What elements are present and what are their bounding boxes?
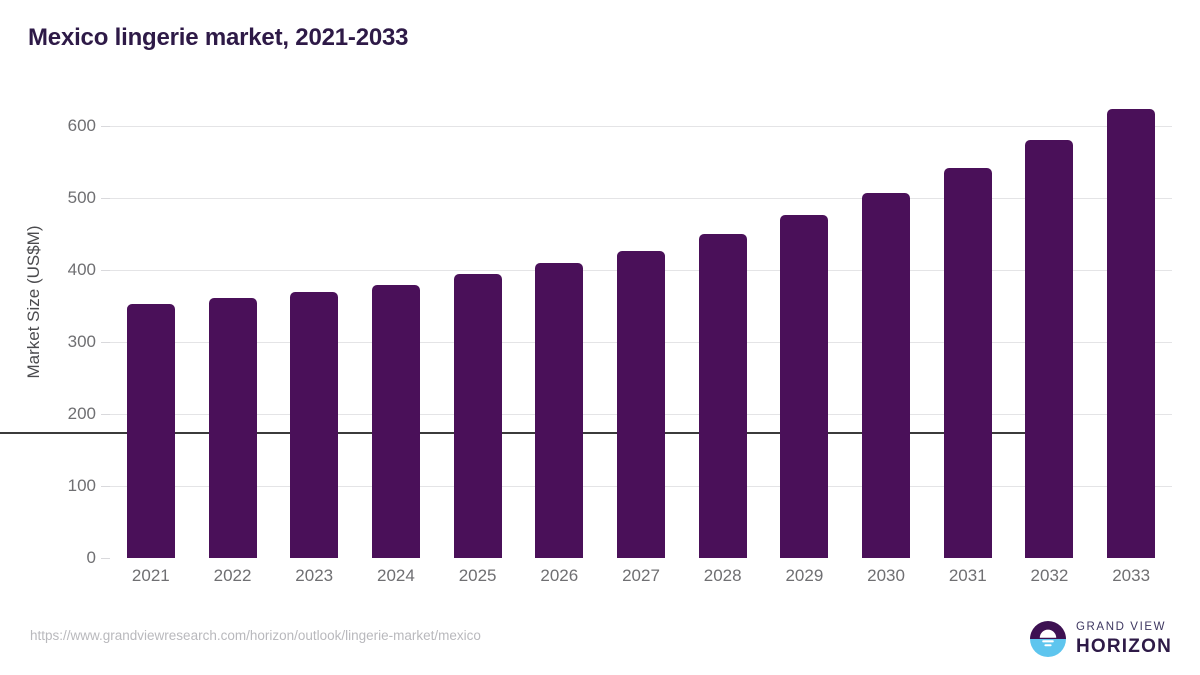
bar-slot	[845, 126, 927, 558]
y-axis-tick-mark	[101, 414, 110, 415]
bar[interactable]	[1107, 108, 1156, 558]
x-axis-tick-labels: 2021 2022 2023 2024 2025 2026 2027 2028 2029 2030…	[110, 566, 1172, 596]
bar[interactable]	[862, 192, 911, 558]
y-axis-tick-label: 0	[86, 548, 96, 567]
bar-slot	[110, 126, 192, 558]
bar[interactable]	[535, 262, 584, 558]
y-axis-tick-mark	[101, 270, 110, 271]
bar[interactable]	[616, 250, 665, 558]
y-axis-tick-mark	[101, 126, 110, 127]
x-axis-tick-label: 2026	[540, 566, 579, 585]
bar[interactable]	[1025, 140, 1074, 558]
brand-logo-text: GRAND VIEW HORIZON	[1076, 622, 1172, 656]
bar-slot	[764, 126, 846, 558]
x-axis-tick-label: 2029	[785, 566, 824, 585]
bar-slot	[273, 126, 355, 558]
bar-slot	[518, 126, 600, 558]
bar[interactable]	[943, 168, 992, 558]
bar[interactable]	[371, 285, 420, 558]
x-axis-tick-label: 2027	[622, 566, 660, 585]
y-axis-tick-label: 500	[67, 188, 96, 207]
y-axis-tick-mark	[101, 198, 110, 199]
bar-slot	[355, 126, 437, 558]
bar-slot	[1009, 126, 1091, 558]
y-axis-tick-label: 600	[67, 116, 96, 135]
chart-title: Mexico lingerie market, 2021-2033	[28, 24, 409, 51]
x-axis-tick-label: 2030	[867, 566, 905, 585]
x-axis-tick-label: 2022	[213, 566, 252, 585]
y-axis-tick-labels: 0 100 200 300 400 500 600	[0, 116, 110, 567]
x-axis-tick-label: 2028	[703, 566, 742, 585]
bar[interactable]	[698, 234, 747, 558]
y-axis-tick-mark	[101, 342, 110, 343]
gridline	[110, 126, 1172, 127]
gridline	[110, 198, 1172, 199]
grand-view-horizon-logo-icon	[1029, 620, 1067, 658]
bar-slot	[600, 126, 682, 558]
bar[interactable]	[208, 298, 257, 558]
x-axis-tick-label: 2031	[948, 566, 987, 585]
bar[interactable]	[290, 292, 339, 558]
bar[interactable]	[780, 214, 829, 558]
brand-line-grand-view: GRAND VIEW	[1075, 621, 1167, 634]
x-axis-line	[0, 432, 1062, 434]
bar-slot	[927, 126, 1009, 558]
y-axis-tick-mark	[101, 558, 110, 559]
y-axis-tick-mark	[101, 486, 110, 487]
x-axis-tick-label: 2025	[458, 566, 497, 585]
bar[interactable]	[453, 274, 502, 558]
bar-slot	[682, 126, 764, 558]
x-axis-tick-label: 2032	[1030, 566, 1069, 585]
y-axis-tick-label: 100	[67, 476, 96, 495]
brand-logo: GRAND VIEW HORIZON	[1029, 620, 1172, 658]
bar-slot	[1090, 108, 1172, 558]
x-axis-tick-label: 2021	[131, 566, 170, 585]
x-axis-tick-label: 2033	[1112, 566, 1151, 585]
source-url[interactable]: https://www.grandviewresearch.com/horizo…	[30, 628, 481, 643]
x-axis-tick-label: 2024	[377, 566, 415, 585]
bar-slot	[192, 126, 274, 558]
x-axis-tick-label: 2023	[295, 566, 334, 585]
y-axis-tick-label: 300	[67, 332, 96, 351]
bar-slot	[437, 126, 519, 558]
bar-series	[110, 108, 1172, 558]
y-axis-tick-label: 200	[67, 404, 96, 423]
y-axis-tick-label: 400	[67, 260, 96, 279]
bar[interactable]	[126, 303, 175, 558]
brand-line-horizon: HORIZON	[1075, 635, 1172, 657]
